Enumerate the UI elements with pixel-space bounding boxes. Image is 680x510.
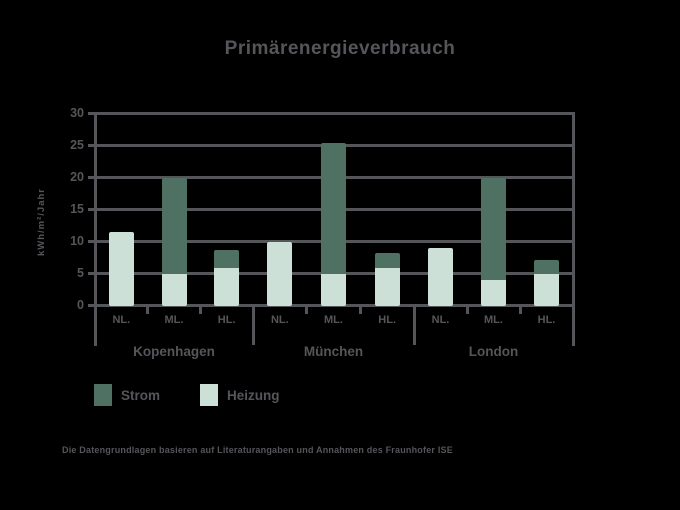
plot-right-border [571,111,575,346]
x-axis-tick [518,305,522,314]
y-axis-tick [88,303,95,307]
x-axis-tick [198,305,202,314]
bar-stack [374,252,400,306]
bar-stack [214,250,240,306]
bar-segment-strom [481,178,506,281]
x-tick-label: HL. [537,314,556,326]
y-tick-label: 25 [70,138,84,152]
group-label: München [303,344,364,359]
y-axis-tick [88,207,95,211]
y-tick-label: 30 [70,106,84,120]
bar-segment-heizung [428,248,453,306]
x-tick-label: ML. [164,314,184,326]
x-axis-tick [465,305,469,314]
bar-segment-strom [321,142,346,274]
y-axis-tick [88,271,95,275]
bar-segment-heizung [374,267,400,306]
chart-title: Primärenergieverbrauch [224,38,456,59]
x-tick-label: ML. [484,314,503,326]
x-axis-tick [358,305,362,314]
gridline [95,111,573,115]
x-tick-label: ML. [324,314,343,326]
bar-segment-heizung [267,242,293,306]
bar-segment-heizung [108,232,134,306]
x-tick-label: NL. [112,314,131,326]
y-tick-label: 10 [70,234,84,248]
x-tick-label: HL. [378,314,397,326]
y-axis-tick [88,111,95,115]
bar-segment-heizung [321,273,346,306]
bar-stack [481,178,506,306]
x-tick-label: NL. [431,314,450,326]
bar-segment-heizung [481,280,506,306]
group-separator [412,305,416,345]
bar-segment-heizung [214,267,240,306]
legend-label-heizung: Heizung [227,388,280,403]
bar-segment-heizung [161,274,187,306]
group-separator [251,305,255,345]
bar-stack [108,232,134,306]
bar-segment-strom [214,250,240,268]
legend-swatch-strom [94,384,112,406]
legend-label-strom: Strom [121,388,161,403]
y-tick-label: 15 [70,202,84,216]
y-axis-line [93,111,97,346]
group-label: London [468,344,519,359]
x-axis-tick [305,305,309,314]
bar-segment-strom [374,252,400,268]
y-tick-label: 20 [70,170,84,184]
y-tick-label: 5 [77,266,84,280]
y-axis-tick [88,239,95,243]
bar-stack [161,178,187,306]
bar-stack [428,248,453,306]
y-axis-tick [88,143,95,147]
group-label: Kopenhagen [133,344,215,359]
x-axis-tick [146,305,150,314]
bar-stack [267,242,293,306]
x-tick-label: NL. [270,314,289,326]
bar-segment-heizung [534,273,559,306]
bar-stack [321,142,346,306]
legend-swatch-heizung [200,384,218,406]
x-tick-label: HL. [217,314,236,326]
bar-segment-strom [161,178,187,274]
bar-segment-strom [534,259,559,274]
footnote: Die Datengrundlagen basieren auf Literat… [62,445,453,455]
y-axis-tick [88,175,95,179]
bar-stack [534,259,559,306]
y-tick-label: 0 [77,298,84,312]
